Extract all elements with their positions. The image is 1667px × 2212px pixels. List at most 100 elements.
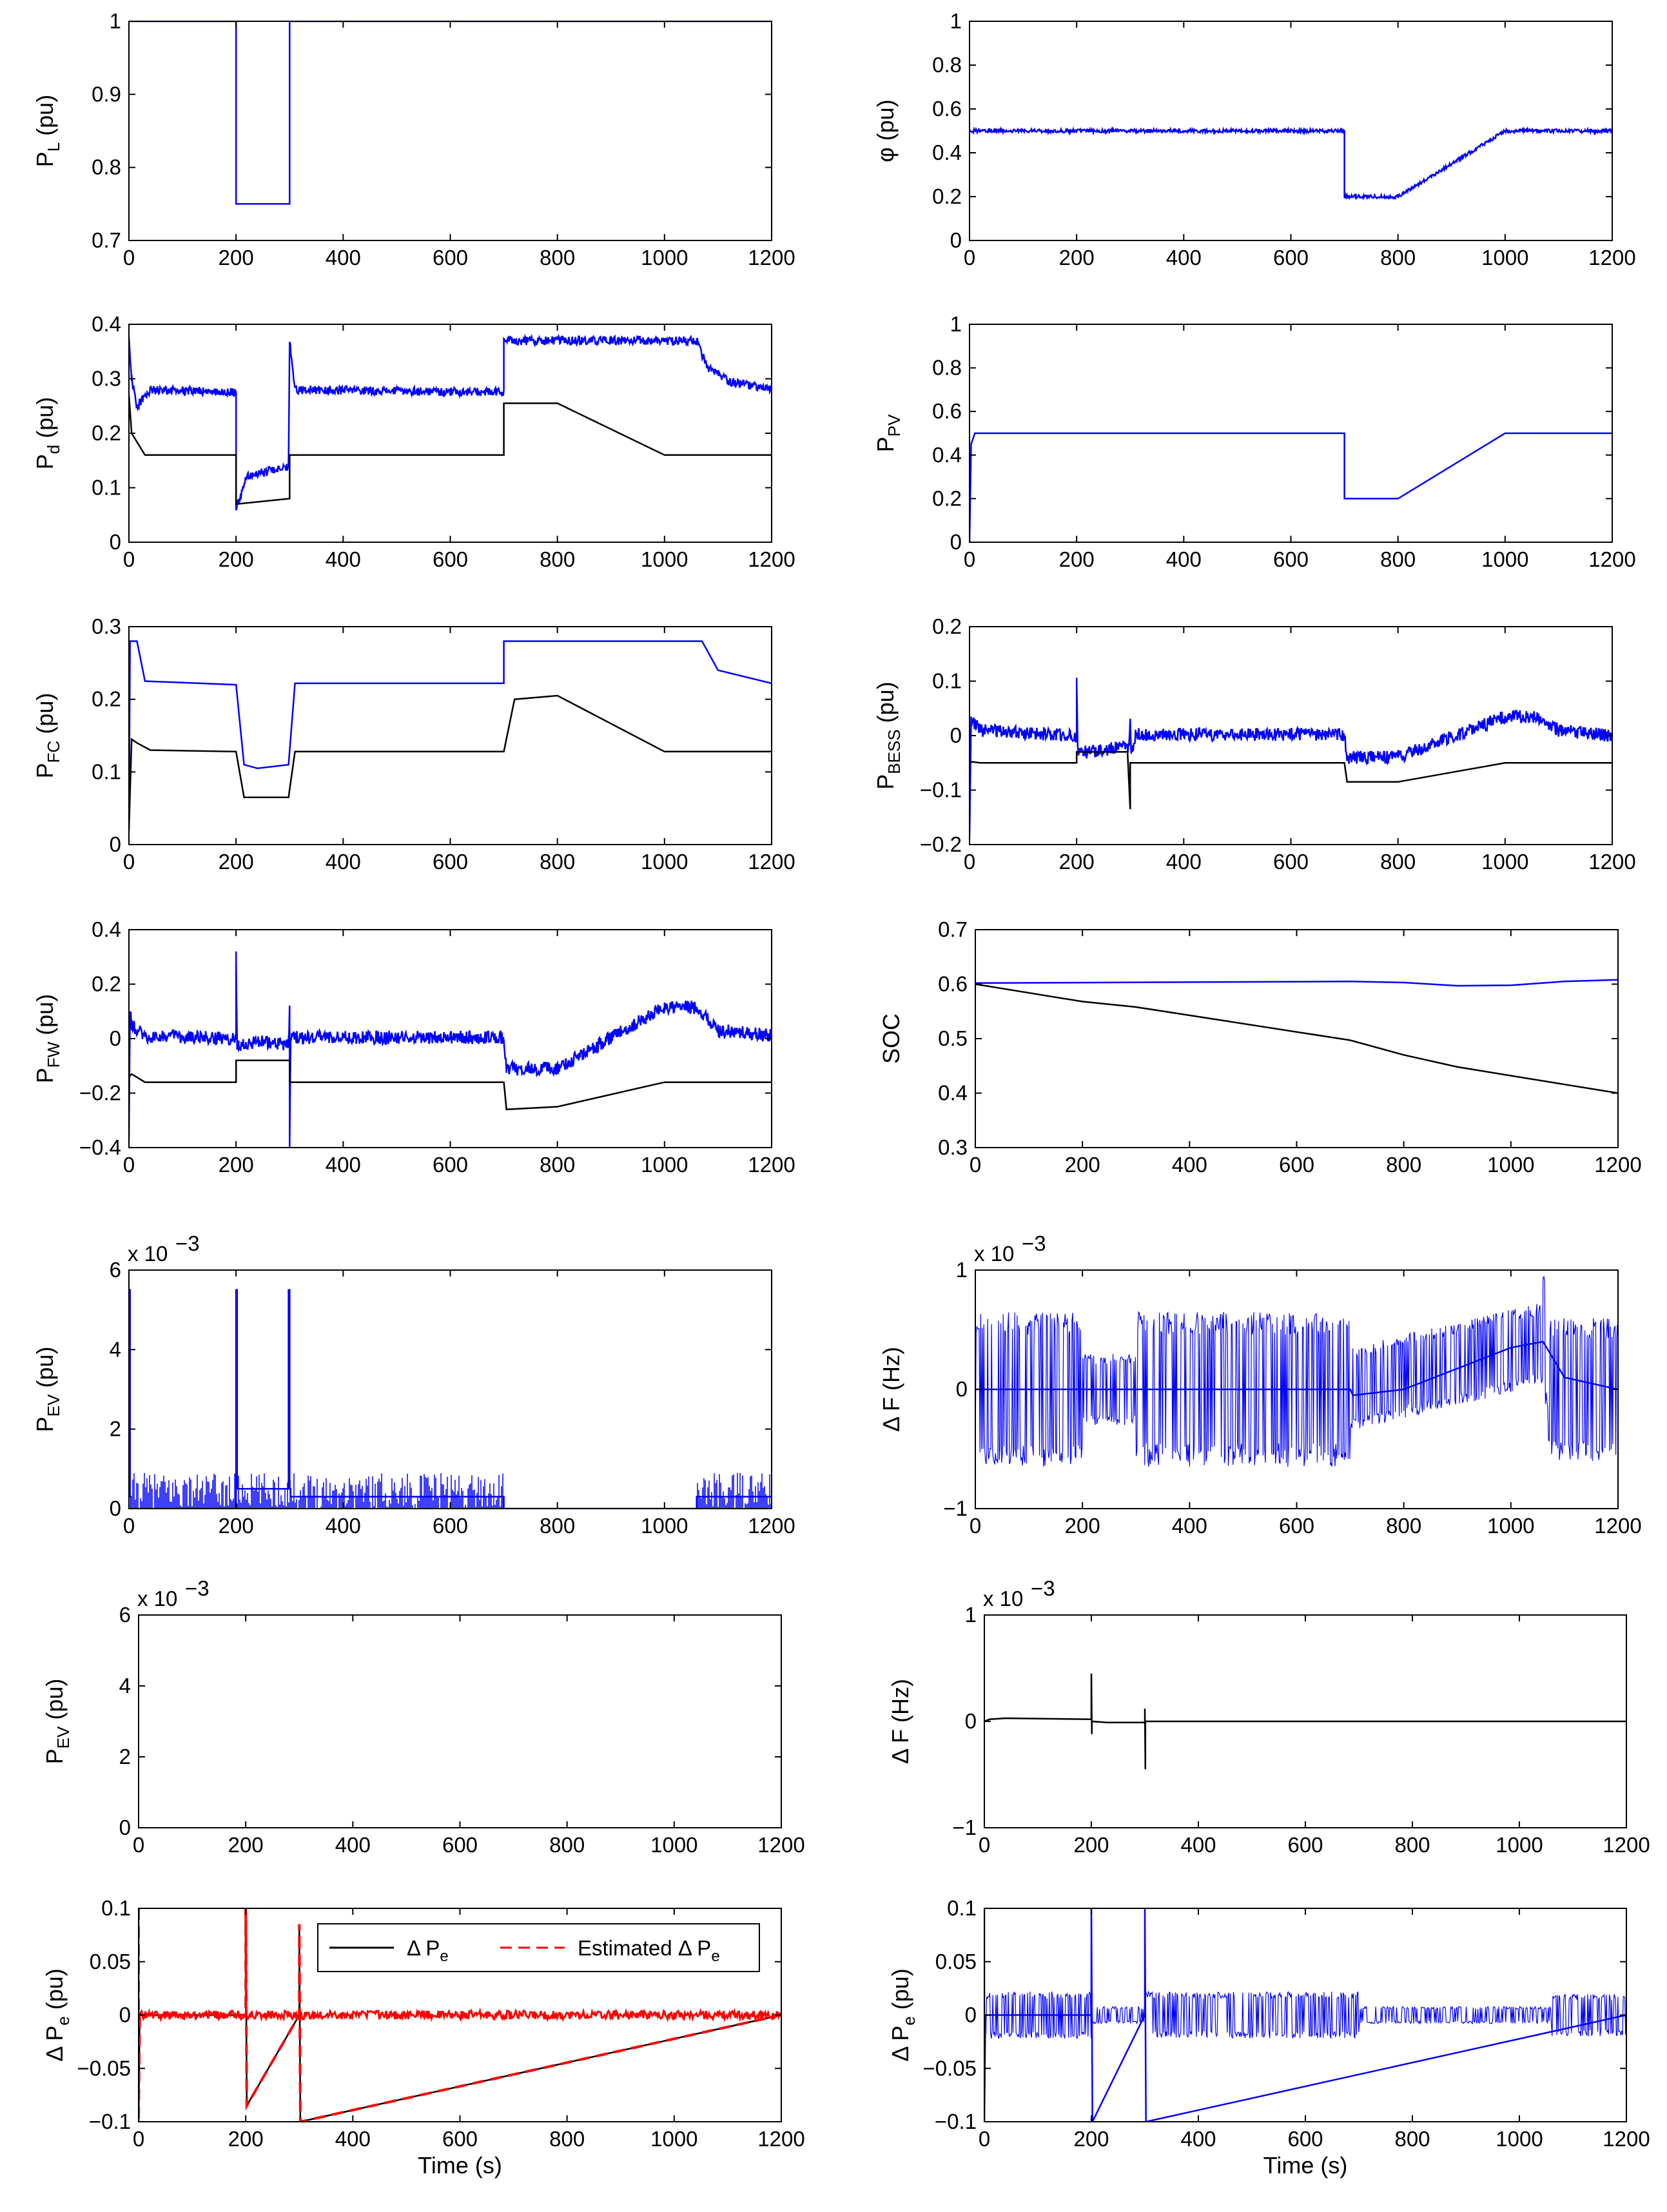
y-tick-label: 0.2 xyxy=(92,687,121,711)
x-tick-label: 1000 xyxy=(641,547,688,571)
estimated-noise xyxy=(139,2007,781,2023)
y-tick-label: −0.1 xyxy=(920,778,962,802)
x-tick-label: 600 xyxy=(433,547,468,571)
y-tick-label: 0.2 xyxy=(932,614,962,638)
y-axis-label: PEV (pu) xyxy=(41,1679,73,1765)
x-tick-label: 0 xyxy=(964,246,975,269)
x-tick-label: 800 xyxy=(1380,246,1416,269)
y-tick-label: 0.2 xyxy=(932,486,962,510)
x-tick-label: 1200 xyxy=(748,547,795,571)
y-tick-label: 0 xyxy=(950,723,962,747)
y-tick-label: 0 xyxy=(119,2003,131,2027)
y-tick-label: 0.3 xyxy=(92,614,121,638)
y-axis-label: Δ F (Hz) xyxy=(878,1347,904,1432)
y-tick-label: 0.4 xyxy=(92,917,121,941)
x-tick-label: 200 xyxy=(1059,850,1095,874)
y-tick-label: 0.3 xyxy=(938,1135,968,1159)
x-tick-label: 600 xyxy=(1273,246,1309,269)
y-tick-label: −0.05 xyxy=(77,2056,132,2080)
series-pev1-0 xyxy=(129,1289,772,1509)
y-tick-label: 0.4 xyxy=(932,443,962,467)
y-tick-label: 0 xyxy=(965,1709,977,1733)
x-tick-label: 800 xyxy=(540,246,575,269)
x-tick-label: 800 xyxy=(540,547,575,571)
y-tick-label: 0.8 xyxy=(92,155,121,179)
x-tick-label: 1000 xyxy=(650,1833,697,1857)
y-tick-label: 6 xyxy=(119,1603,131,1627)
y-tick-label: 0 xyxy=(110,530,121,554)
y-tick-label: 0.1 xyxy=(932,669,962,693)
x-tick-label: 600 xyxy=(1279,1514,1314,1538)
x-tick-label: 600 xyxy=(1273,850,1309,874)
ev-spikes xyxy=(132,1473,772,1509)
panel-pev2: 0 200 400 600 800 1000 1200 0 2 4 6 x 10 −3 PEV (pu) xyxy=(41,1576,805,1857)
x-tick-label: 1200 xyxy=(757,1833,804,1857)
y-tick-label: 0.1 xyxy=(92,476,121,500)
oscillation-dpe2 xyxy=(984,1990,1626,2039)
x-tick-label: 400 xyxy=(326,1514,361,1538)
y-tick-label: 6 xyxy=(110,1258,121,1282)
x-tick-label: 200 xyxy=(1059,547,1095,571)
x-axis-label: Time (s) xyxy=(1263,2152,1348,2178)
axes-frame-soc xyxy=(975,929,1619,1148)
axis-exponent-power: −3 xyxy=(1022,1231,1046,1255)
axis-exponent-power: −3 xyxy=(185,1576,210,1600)
x-tick-label: 0 xyxy=(970,1153,981,1177)
x-tick-label: 800 xyxy=(1386,1514,1421,1538)
axes-frame-pev1 xyxy=(128,1269,772,1509)
x-tick-label: 1200 xyxy=(1588,850,1635,874)
y-tick-label: 1 xyxy=(956,1258,968,1282)
x-tick-label: 600 xyxy=(442,1833,478,1857)
series-pl-0 xyxy=(129,21,772,205)
x-tick-label: 1000 xyxy=(1481,850,1528,874)
x-tick-label: 1200 xyxy=(1588,246,1635,269)
y-tick-label: −1 xyxy=(943,1496,968,1520)
y-tick-label: −1 xyxy=(952,1816,977,1839)
axis-exponent-power: −3 xyxy=(175,1231,200,1255)
legend-entry: Δ Pe xyxy=(407,1936,449,1965)
x-tick-label: 1200 xyxy=(1603,1833,1650,1857)
axes-frame-pev2 xyxy=(138,1614,782,1828)
x-tick-label: 200 xyxy=(1073,1833,1109,1857)
y-tick-label: 0.5 xyxy=(938,1026,968,1050)
x-tick-label: 600 xyxy=(433,1514,468,1538)
y-tick-label: 0.7 xyxy=(92,228,121,252)
x-tick-label: 800 xyxy=(540,1153,575,1177)
panel-dpe2: 0 200 400 600 800 1000 1200 −0.1 −0.05 0 0.05 0.1 Δ … xyxy=(887,1896,1650,2178)
axis-exponent: x 10 xyxy=(983,1587,1023,1610)
x-tick-label: 400 xyxy=(1172,1153,1207,1177)
y-tick-label: 0 xyxy=(965,2003,977,2027)
panel-ppv: 0 200 400 600 800 1000 1200 0 0.2 0.4 0.6 0.8 1 PPV xyxy=(872,312,1636,571)
x-tick-label: 0 xyxy=(123,850,135,874)
x-tick-label: 400 xyxy=(335,1833,371,1857)
x-tick-label: 1000 xyxy=(1481,547,1528,571)
x-tick-label: 1200 xyxy=(1594,1153,1641,1177)
x-tick-label: 1200 xyxy=(757,2127,804,2151)
x-tick-label: 1200 xyxy=(1603,2127,1650,2151)
panel-pd: 0 200 400 600 800 1000 1200 0 0.1 0.2 0.3 0.4 Pd (pu… xyxy=(32,312,795,571)
x-tick-label: 1000 xyxy=(1496,1833,1543,1857)
y-tick-label: 0 xyxy=(110,1496,121,1520)
series-pd-0 xyxy=(129,333,772,511)
y-tick-label: 0.8 xyxy=(932,356,962,380)
y-tick-label: 4 xyxy=(119,1674,131,1698)
x-tick-label: 1200 xyxy=(1594,1514,1641,1538)
x-tick-label: 800 xyxy=(540,850,575,874)
x-tick-label: 600 xyxy=(433,1153,468,1177)
axis-exponent-power: −3 xyxy=(1031,1576,1055,1600)
x-tick-label: 0 xyxy=(979,1833,990,1857)
y-axis-label: Pd (pu) xyxy=(32,397,63,470)
y-axis-label: PPV xyxy=(872,414,904,452)
x-tick-label: 800 xyxy=(549,1833,585,1857)
y-tick-label: 0.4 xyxy=(92,312,121,336)
y-axis-label: PBESS (pu) xyxy=(872,681,904,789)
axes-frame-pfc xyxy=(128,626,772,845)
x-tick-label: 800 xyxy=(1380,547,1416,571)
x-tick-label: 400 xyxy=(1172,1514,1207,1538)
x-tick-label: 800 xyxy=(1394,1833,1430,1857)
y-tick-label: 0.8 xyxy=(932,53,962,77)
series-dpe1-1 xyxy=(139,1908,781,2122)
series-df1-0 xyxy=(975,1340,1618,1396)
y-tick-label: 1 xyxy=(950,9,962,33)
